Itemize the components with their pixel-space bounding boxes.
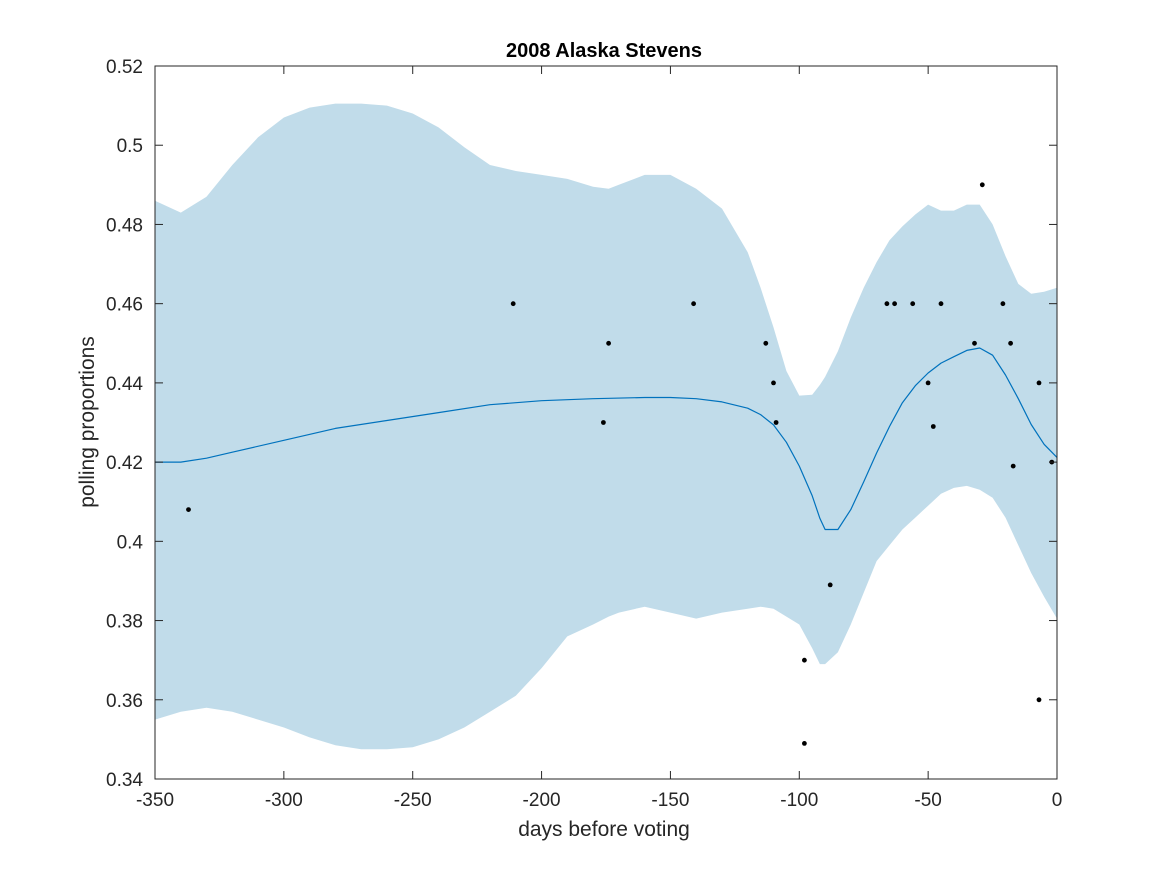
y-tick-label: 0.48 [106, 215, 143, 236]
poll-point [763, 340, 769, 346]
poll-point [802, 657, 807, 663]
poll-point [691, 301, 696, 307]
poll-point [606, 340, 611, 346]
plot-area [155, 103, 1058, 750]
poll-point [1036, 380, 1042, 386]
x-tick-label: -200 [523, 790, 561, 811]
poll-point [510, 301, 516, 307]
x-tick-label: -250 [394, 790, 432, 811]
x-tick-label: -350 [136, 790, 174, 811]
x-axis: -350 -300 -250 -200 -150 -100 -50 0 [136, 66, 1062, 811]
poll-point [884, 301, 890, 307]
y-axis: 0.34 0.36 0.38 0.4 0.42 0.44 0.46 0.48 0.5 0.52 [106, 57, 1057, 791]
y-tick-label: 0.52 [106, 57, 143, 78]
y-tick-label: 0.5 [117, 136, 143, 157]
x-tick-label: -300 [265, 790, 303, 811]
poll-point [802, 741, 807, 746]
y-tick-label: 0.34 [106, 770, 143, 791]
poll-point [972, 340, 977, 346]
poll-point [1036, 697, 1042, 703]
poll-point [601, 420, 606, 425]
poll-point [892, 301, 897, 307]
poll-point [910, 301, 916, 307]
poll-point [925, 380, 931, 386]
poll-point [930, 424, 936, 429]
x-axis-label: days before voting [518, 818, 690, 841]
x-tick-label: -50 [914, 790, 941, 811]
axes-border [154, 65, 1058, 780]
x-tick-label: 0 [1052, 790, 1063, 811]
y-axis-label: polling proportions [76, 336, 99, 508]
y-tick-label: 0.42 [106, 453, 143, 474]
y-tick-label: 0.36 [106, 691, 143, 712]
confidence-band [155, 103, 1057, 750]
poll-point [979, 182, 985, 188]
chart-title: 2008 Alaska Stevens [506, 40, 702, 62]
poll-point [1008, 340, 1013, 346]
poll-point [827, 582, 833, 588]
x-tick-label: -150 [651, 790, 689, 811]
poll-point [1010, 463, 1016, 469]
y-tick-label: 0.4 [117, 532, 144, 553]
y-tick-label: 0.44 [106, 374, 143, 395]
poll-point [771, 380, 776, 386]
poll-point [186, 507, 191, 512]
y-tick-label: 0.46 [106, 295, 143, 316]
y-tick-label: 0.38 [106, 612, 143, 633]
poll-point [1000, 301, 1006, 307]
poll-point [773, 420, 779, 425]
x-tick-label: -100 [780, 790, 818, 811]
axes-frame [154, 65, 1058, 780]
poll-point [938, 301, 944, 307]
trend-line [155, 347, 1058, 531]
